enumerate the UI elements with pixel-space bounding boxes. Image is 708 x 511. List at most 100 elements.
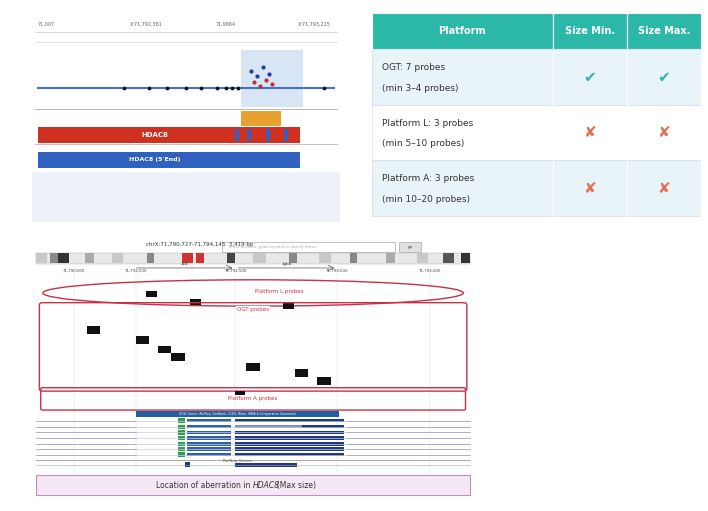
FancyBboxPatch shape xyxy=(178,436,185,440)
FancyBboxPatch shape xyxy=(178,430,185,434)
Text: HDAC8: HDAC8 xyxy=(142,132,169,137)
FancyBboxPatch shape xyxy=(235,442,344,446)
FancyBboxPatch shape xyxy=(235,129,239,141)
FancyBboxPatch shape xyxy=(187,436,231,440)
FancyBboxPatch shape xyxy=(187,442,231,446)
FancyBboxPatch shape xyxy=(185,462,190,467)
FancyBboxPatch shape xyxy=(235,425,302,429)
Point xyxy=(227,84,238,92)
FancyBboxPatch shape xyxy=(187,425,231,429)
FancyBboxPatch shape xyxy=(372,50,553,105)
FancyBboxPatch shape xyxy=(235,431,344,434)
Point xyxy=(180,84,191,92)
Text: OGT probes: OGT probes xyxy=(237,307,269,312)
FancyBboxPatch shape xyxy=(350,253,357,264)
FancyBboxPatch shape xyxy=(171,354,185,361)
FancyBboxPatch shape xyxy=(183,253,193,264)
FancyBboxPatch shape xyxy=(136,336,149,344)
Point xyxy=(211,84,222,92)
FancyBboxPatch shape xyxy=(178,425,185,429)
Text: platform: platform xyxy=(556,346,627,361)
FancyBboxPatch shape xyxy=(461,253,470,264)
Point xyxy=(254,82,266,90)
FancyBboxPatch shape xyxy=(627,105,701,160)
FancyBboxPatch shape xyxy=(248,129,251,141)
Text: A: A xyxy=(13,26,26,43)
FancyBboxPatch shape xyxy=(178,447,185,451)
FancyBboxPatch shape xyxy=(235,436,344,440)
Text: enter position, gene symbol or search terms: enter position, gene symbol or search te… xyxy=(229,245,316,249)
Text: 71,790,500: 71,790,500 xyxy=(63,269,85,273)
FancyBboxPatch shape xyxy=(285,129,288,141)
Point xyxy=(232,84,244,92)
Text: C: C xyxy=(13,243,25,261)
FancyBboxPatch shape xyxy=(372,160,553,216)
Text: B: B xyxy=(353,26,365,43)
FancyBboxPatch shape xyxy=(553,13,627,50)
FancyBboxPatch shape xyxy=(386,253,395,264)
FancyBboxPatch shape xyxy=(317,377,331,385)
FancyBboxPatch shape xyxy=(295,369,309,377)
FancyBboxPatch shape xyxy=(36,475,470,495)
Point xyxy=(161,84,173,92)
FancyBboxPatch shape xyxy=(372,105,553,160)
FancyBboxPatch shape xyxy=(227,253,235,264)
FancyBboxPatch shape xyxy=(178,452,185,457)
FancyBboxPatch shape xyxy=(372,13,553,50)
FancyBboxPatch shape xyxy=(36,253,470,264)
Point xyxy=(251,72,263,80)
Point xyxy=(245,67,256,76)
FancyBboxPatch shape xyxy=(36,253,47,264)
Point xyxy=(220,84,232,92)
FancyBboxPatch shape xyxy=(38,127,299,143)
FancyBboxPatch shape xyxy=(553,105,627,160)
Text: (min 10–20 probes): (min 10–20 probes) xyxy=(382,195,469,204)
FancyBboxPatch shape xyxy=(222,242,395,252)
FancyBboxPatch shape xyxy=(147,253,154,264)
FancyBboxPatch shape xyxy=(553,160,627,216)
FancyBboxPatch shape xyxy=(399,242,421,252)
FancyBboxPatch shape xyxy=(187,448,231,451)
Text: RefSeq Genes: RefSeq Genes xyxy=(223,459,252,463)
Point xyxy=(195,84,207,92)
Text: HDAC8: HDAC8 xyxy=(253,480,280,490)
Text: X:71,793,215: X:71,793,215 xyxy=(298,22,331,27)
Text: 1kb: 1kb xyxy=(181,262,188,266)
Text: 71,9864: 71,9864 xyxy=(216,22,236,27)
Text: ✘: ✘ xyxy=(658,181,670,196)
FancyBboxPatch shape xyxy=(235,448,344,451)
FancyBboxPatch shape xyxy=(266,129,270,141)
Text: chrX:71,790,727-71,794,145  3,419 bp: chrX:71,790,727-71,794,145 3,419 bp xyxy=(147,242,253,247)
FancyBboxPatch shape xyxy=(289,253,297,264)
FancyBboxPatch shape xyxy=(32,172,340,222)
Text: go: go xyxy=(408,245,413,249)
Point xyxy=(266,80,278,88)
Text: 1gkb: 1gkb xyxy=(281,262,292,266)
FancyBboxPatch shape xyxy=(178,419,185,423)
Text: “...it is evident: “...it is evident xyxy=(529,286,653,300)
FancyBboxPatch shape xyxy=(283,303,294,309)
FancyBboxPatch shape xyxy=(111,253,122,264)
FancyBboxPatch shape xyxy=(178,442,185,446)
Text: (min 3–4 probes): (min 3–4 probes) xyxy=(382,84,458,93)
Point xyxy=(143,84,154,92)
FancyBboxPatch shape xyxy=(235,419,344,423)
Text: that the OGT: that the OGT xyxy=(537,316,645,331)
Text: ✘: ✘ xyxy=(583,181,596,196)
FancyBboxPatch shape xyxy=(190,299,201,306)
Text: Platform A: 3 probes: Platform A: 3 probes xyxy=(382,174,474,183)
FancyBboxPatch shape xyxy=(241,111,281,126)
FancyBboxPatch shape xyxy=(187,453,231,456)
FancyBboxPatch shape xyxy=(319,253,331,264)
FancyBboxPatch shape xyxy=(195,253,205,264)
Text: 71,793,000: 71,793,000 xyxy=(326,269,348,273)
Text: Size Max.: Size Max. xyxy=(638,26,690,36)
FancyBboxPatch shape xyxy=(58,253,69,264)
Text: aberration...”: aberration...” xyxy=(535,437,648,452)
FancyBboxPatch shape xyxy=(50,253,57,264)
Text: 71,793,500: 71,793,500 xyxy=(419,269,441,273)
Text: X:71,792,381: X:71,792,381 xyxy=(130,22,162,27)
Text: 71,792,000: 71,792,000 xyxy=(125,269,147,273)
FancyBboxPatch shape xyxy=(253,253,266,264)
Text: Location of aberration in: Location of aberration in xyxy=(156,480,253,490)
